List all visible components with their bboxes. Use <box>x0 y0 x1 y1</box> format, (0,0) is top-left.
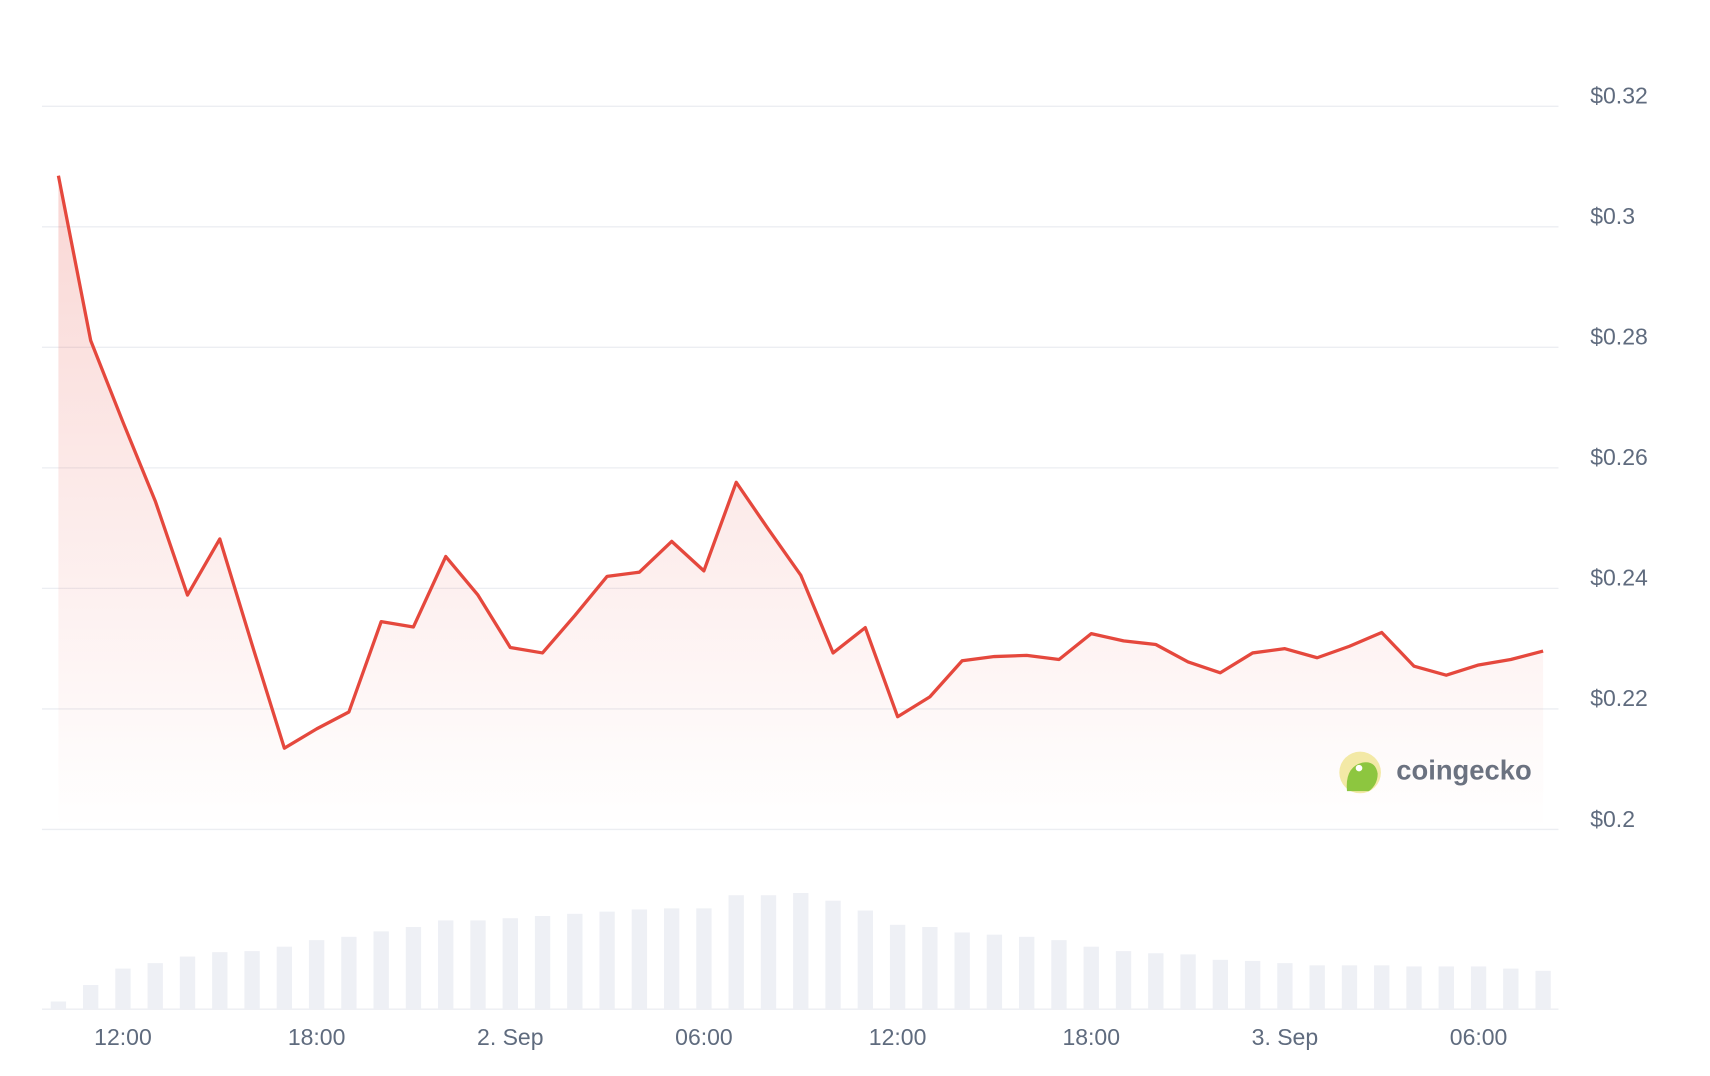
price-line <box>56 175 1544 750</box>
volume-bar <box>147 963 163 1010</box>
price-area <box>58 175 1544 830</box>
x-tick-label: 12:00 <box>94 1024 152 1050</box>
volume-bar <box>373 931 389 1010</box>
volume-bar <box>1212 959 1229 1010</box>
volume-bar <box>244 951 260 1010</box>
volume-bar <box>663 908 680 1010</box>
y-tick-label: $0.22 <box>1590 685 1648 711</box>
volume-bar <box>599 911 615 1010</box>
volume-bar <box>1115 951 1132 1010</box>
y-tick-label: $0.24 <box>1590 565 1648 591</box>
volume-bar <box>1374 965 1390 1010</box>
x-tick-label: 18:00 <box>288 1024 346 1050</box>
volume-bar <box>341 936 357 1010</box>
volume-bar <box>760 895 777 1010</box>
volume-bar <box>1341 965 1358 1010</box>
volume-bar <box>308 940 325 1010</box>
volume-bar <box>1406 966 1422 1010</box>
volume-bar <box>1535 970 1551 1010</box>
volume-bar <box>1277 963 1293 1010</box>
x-tick-label: 12:00 <box>869 1024 927 1050</box>
volume-bar <box>1438 966 1454 1010</box>
volume-bar <box>954 932 970 1010</box>
volume-bar <box>922 926 938 1010</box>
volume-bar <box>1470 966 1487 1010</box>
volume-bar <box>567 913 583 1010</box>
volume-bar <box>728 895 744 1010</box>
volume-bar <box>1083 946 1099 1010</box>
volume-bar <box>857 910 873 1010</box>
volume-bar <box>534 916 551 1010</box>
y-tick-label: $0.2 <box>1590 806 1635 832</box>
volume-bar <box>405 926 422 1010</box>
volume-bar <box>986 934 1003 1010</box>
x-tick-label: 3. Sep <box>1252 1024 1319 1050</box>
volume-bar <box>825 900 841 1010</box>
x-tick-label: 06:00 <box>1450 1024 1508 1050</box>
volume-bar <box>1503 968 1519 1010</box>
plot: $0.2 $0.22 $0.24 $0.26 $0.28 $0.3 $0.32 12:00 18… <box>41 83 1648 1050</box>
volume-bar <box>179 956 196 1010</box>
volume-bar <box>438 920 454 1010</box>
x-tick-label: 06:00 <box>675 1024 733 1050</box>
volume-bar <box>470 920 486 1010</box>
logo-gecko <box>1346 762 1378 792</box>
y-tick-label: $0.28 <box>1590 324 1648 350</box>
x-tick-label: 2. Sep <box>477 1024 544 1050</box>
y-tick-label: $0.26 <box>1590 444 1648 470</box>
volume-bar <box>1148 953 1164 1010</box>
volume-bar <box>1180 954 1196 1010</box>
volume-bar <box>631 909 648 1010</box>
volume-bar <box>1051 940 1067 1010</box>
volume-bar <box>696 908 712 1010</box>
watermark: coingecko <box>1339 751 1532 794</box>
volume-bar <box>502 918 518 1010</box>
logo-eye <box>1355 764 1363 772</box>
volume-bar <box>276 946 293 1010</box>
volume-bar <box>1244 960 1261 1010</box>
volume-bar <box>115 968 131 1010</box>
volume-bar <box>1309 965 1325 1010</box>
volume-bar <box>83 985 99 1010</box>
y-tick-label: $0.3 <box>1590 203 1635 229</box>
volume-bar <box>50 1001 67 1010</box>
volume-bar <box>212 952 228 1010</box>
watermark-text: coingecko <box>1396 755 1531 786</box>
volume-bar <box>889 924 906 1010</box>
y-tick-label: $0.32 <box>1590 83 1648 109</box>
volume-bar <box>793 893 809 1010</box>
volume-bar <box>1019 936 1035 1010</box>
x-tick-label: 18:00 <box>1062 1024 1120 1050</box>
